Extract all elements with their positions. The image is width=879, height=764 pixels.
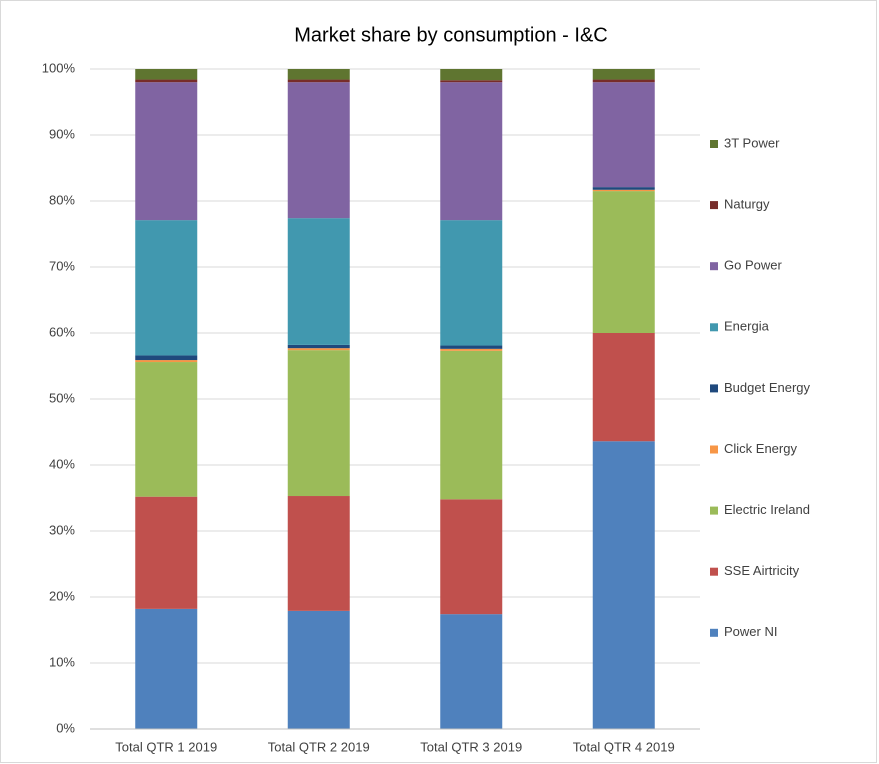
y-tick-label: 10% xyxy=(49,654,75,669)
bar-segment xyxy=(287,79,350,83)
bar-segment xyxy=(287,218,350,345)
legend-label: SSE Airtricity xyxy=(724,563,800,578)
bar-segment xyxy=(440,345,503,349)
bar-segment xyxy=(440,348,503,351)
bar-segment xyxy=(440,220,503,346)
bar-segment xyxy=(440,350,503,500)
legend-swatch xyxy=(710,445,718,454)
bar-segment xyxy=(135,82,198,221)
x-tick-label: Total QTR 4 2019 xyxy=(573,739,675,754)
y-tick-label: 80% xyxy=(49,192,75,207)
legend-label: Go Power xyxy=(724,258,782,273)
bar-segment xyxy=(135,360,198,363)
legend-label: Naturgy xyxy=(724,197,770,212)
legend-swatch xyxy=(710,201,718,210)
bar-segment xyxy=(287,610,350,729)
bar-segment xyxy=(440,69,503,81)
bar-segment xyxy=(135,362,198,497)
y-tick-label: 30% xyxy=(49,522,75,537)
bar-segment xyxy=(135,355,198,361)
legend-swatch xyxy=(710,262,718,271)
bar-segment xyxy=(287,82,350,219)
legend-swatch xyxy=(710,506,718,515)
legend-label: Click Energy xyxy=(724,441,797,456)
bar-segment xyxy=(440,499,503,615)
bar-segment xyxy=(592,191,655,333)
legend-label: Power NI xyxy=(724,624,777,639)
y-tick-label: 20% xyxy=(49,588,75,603)
bar-segment xyxy=(592,187,655,190)
bar-segment xyxy=(287,496,350,611)
bar-segment xyxy=(135,79,198,83)
chart-title: Market share by consumption - I&C xyxy=(294,24,607,46)
bar-segment xyxy=(135,496,198,609)
legend-label: Electric Ireland xyxy=(724,502,810,517)
bar-segment xyxy=(592,82,655,188)
bar-segment xyxy=(135,608,198,729)
legend-label: Energia xyxy=(724,319,770,334)
x-tick-label: Total QTR 2 2019 xyxy=(268,739,370,754)
legend-swatch xyxy=(710,140,718,148)
x-tick-label: Total QTR 3 2019 xyxy=(420,739,522,754)
y-tick-label: 0% xyxy=(56,720,75,735)
legend-label: 3T Power xyxy=(724,135,780,150)
bar-segment xyxy=(592,79,655,83)
bar-segment xyxy=(592,69,655,80)
y-tick-label: 60% xyxy=(49,324,75,339)
bar-segment xyxy=(287,350,350,497)
y-tick-label: 90% xyxy=(49,126,75,141)
bar-segment xyxy=(440,80,503,83)
bar-segment xyxy=(592,333,655,442)
y-tick-label: 50% xyxy=(49,390,75,405)
legend-swatch xyxy=(710,323,718,332)
legend-swatch xyxy=(710,384,718,393)
legend-swatch xyxy=(710,567,718,576)
y-tick-label: 40% xyxy=(49,456,75,471)
x-tick-label: Total QTR 1 2019 xyxy=(115,739,217,754)
legend-label: Budget Energy xyxy=(724,380,811,395)
bar-segment xyxy=(287,69,350,80)
bar-segment xyxy=(440,82,503,221)
bar-segment xyxy=(287,348,350,351)
y-tick-label: 70% xyxy=(49,258,75,273)
legend-swatch xyxy=(710,628,718,637)
bar-segment xyxy=(135,220,198,356)
bar-segment xyxy=(287,344,350,349)
bar-segment xyxy=(440,614,503,729)
y-tick-label: 100% xyxy=(42,60,76,75)
bar-segment xyxy=(135,69,198,80)
bar-segment xyxy=(592,441,655,729)
bar-segment xyxy=(592,189,655,192)
